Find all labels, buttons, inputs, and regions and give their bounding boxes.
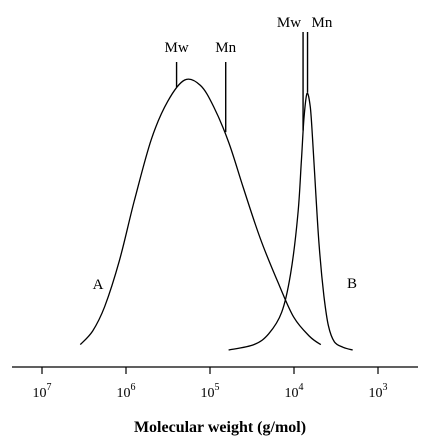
curve-label-a: A — [93, 277, 104, 293]
x-axis-title: Molecular weight (g/mol) — [134, 419, 306, 436]
x-tick-label-6: 106 — [117, 382, 136, 401]
marker-label-mw-a: Mw — [164, 40, 188, 56]
marker-label-mn-a: Mn — [215, 40, 236, 56]
curve-label-b: B — [347, 276, 357, 292]
series-line-a — [79, 78, 322, 346]
x-axis-ticks: 107 106 105 104 103 — [33, 367, 388, 401]
x-tick-label-7: 107 — [33, 382, 52, 401]
marker-label-mn-b: Mn — [312, 15, 333, 31]
x-tick-label-5: 105 — [201, 382, 220, 401]
series-line-b — [228, 92, 353, 351]
x-tick-label-3: 103 — [369, 382, 388, 401]
markers: Mw Mn Mw Mn — [164, 15, 333, 133]
x-tick-label-4: 104 — [285, 382, 304, 401]
marker-label-mw-b: Mw — [277, 15, 301, 31]
